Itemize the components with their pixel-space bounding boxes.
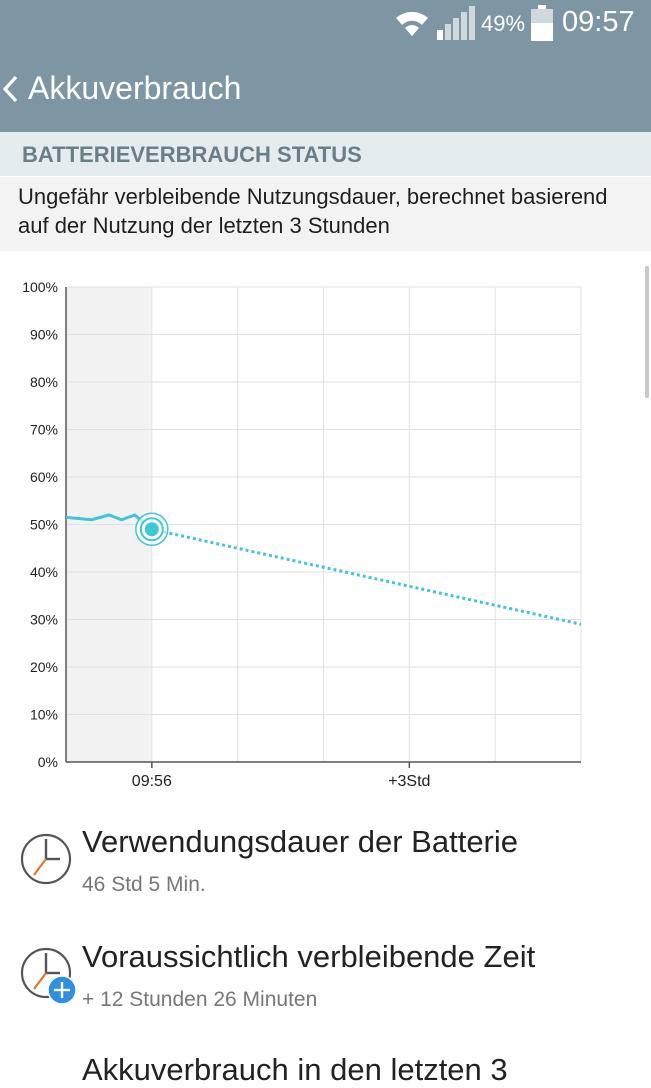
list-item-usage-duration[interactable]: Verwendungsdauer der Batterie 46 Std 5 M… <box>0 815 651 920</box>
y-tick-label: 50% <box>30 517 58 533</box>
list-item-remaining-time[interactable]: Voraussichtlich verbleibende Zeit + 12 S… <box>0 930 651 1035</box>
y-tick-label: 20% <box>30 659 58 675</box>
description-text: Ungefähr verbleibende Nutzungsdauer, ber… <box>18 184 608 238</box>
y-tick-label: 100% <box>22 279 58 295</box>
x-tick-label: +3Std <box>388 773 430 790</box>
item-subtitle: + 12 Stunden 26 Minuten <box>82 988 318 1011</box>
battery-chart: 100% 90% 80% 70% 60% 50% 40% 30% 20% 10% 0% 09:56 +3… <box>22 279 582 790</box>
status-bar: 49% 09:57 <box>0 0 651 46</box>
list-item-last-3-hours[interactable]: Akkuverbrauch in den letzten 3 <box>0 1045 651 1087</box>
section-header: BATTERIEVERBRAUCH STATUS <box>0 132 651 176</box>
usage-line <box>65 513 153 531</box>
chevron-left-icon[interactable] <box>0 72 22 106</box>
clock-plus-icon <box>20 947 77 1005</box>
y-tick-label: 30% <box>30 612 58 628</box>
x-tick-label: 09:56 <box>132 773 172 790</box>
section-header-label: BATTERIEVERBRAUCH STATUS <box>22 142 362 167</box>
signal-icon <box>437 6 475 40</box>
y-tick-label: 80% <box>30 374 58 390</box>
section-description: Ungefähr verbleibende Nutzungsdauer, ber… <box>0 177 651 251</box>
battery-icon <box>531 5 553 41</box>
item-title: Verwendungsdauer der Batterie <box>82 824 519 859</box>
y-tick-label: 10% <box>30 707 58 723</box>
status-time: 09:57 <box>562 6 635 38</box>
y-tick-label: 90% <box>30 327 58 343</box>
scrollbar[interactable] <box>645 266 649 398</box>
clock-icon <box>20 833 72 885</box>
item-title: Akkuverbrauch in den letzten 3 <box>82 1052 508 1087</box>
y-tick-label: 60% <box>30 469 58 485</box>
item-title: Voraussichtlich verbleibende Zeit <box>82 939 536 974</box>
battery-percent: 49% <box>481 11 526 36</box>
forecast-line <box>151 527 582 626</box>
y-tick-label: 0% <box>38 754 58 770</box>
y-tick-label: 70% <box>30 422 58 438</box>
app-bar: Akkuverbrauch <box>0 46 651 132</box>
current-marker-dot <box>144 522 159 537</box>
y-tick-label: 40% <box>30 564 58 580</box>
item-subtitle: 46 Std 5 Min. <box>82 873 206 896</box>
page-title: Akkuverbrauch <box>28 70 242 106</box>
wifi-icon <box>396 11 428 37</box>
